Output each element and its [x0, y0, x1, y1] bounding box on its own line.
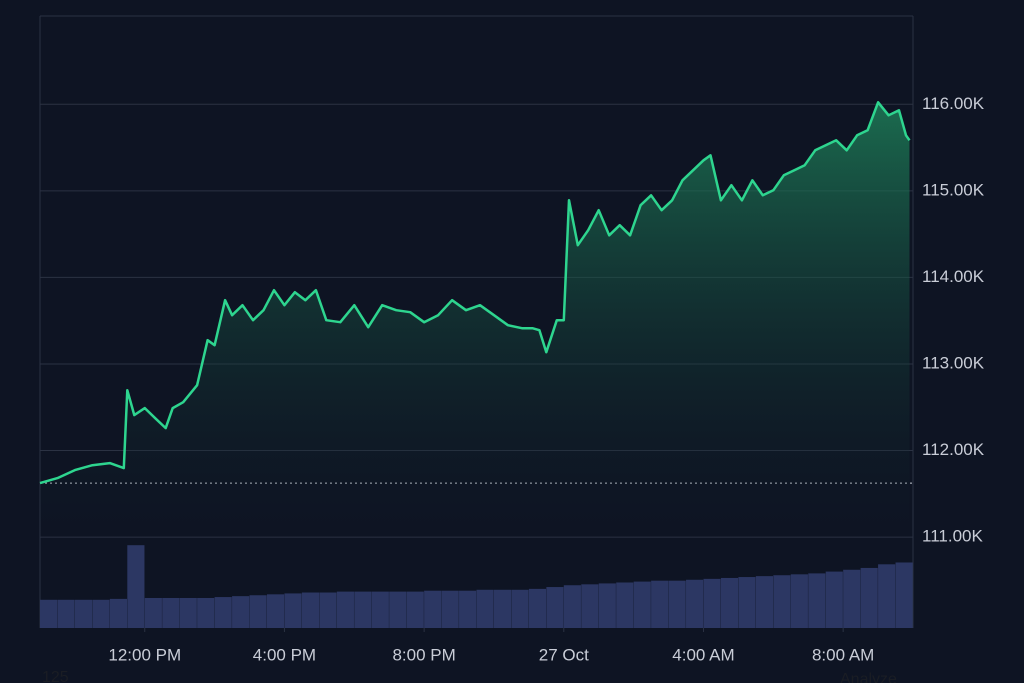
- x-tick-label: 4:00 AM: [672, 645, 734, 664]
- volume-bar: [581, 584, 599, 628]
- volume-bar: [860, 567, 878, 628]
- volume-bar: [511, 589, 529, 628]
- volume-bar: [197, 597, 215, 628]
- volume-bar: [57, 599, 75, 628]
- volume-bar: [232, 596, 250, 628]
- volume-bar: [389, 591, 407, 628]
- x-tick-label: 27 Oct: [539, 645, 589, 664]
- volume-bar: [686, 579, 704, 628]
- y-tick-label: 111.00K: [922, 527, 983, 546]
- footer-left: 125: [42, 669, 69, 683]
- volume-bar: [354, 591, 372, 628]
- x-tick-label: 4:00 PM: [253, 645, 316, 664]
- volume-bar: [301, 592, 320, 628]
- volume-bar: [703, 578, 721, 628]
- volume-bar: [92, 599, 110, 628]
- volume-bar: [214, 597, 232, 628]
- volume-bar: [546, 587, 564, 628]
- volume-bar: [668, 580, 686, 628]
- volume-bar: [616, 582, 634, 628]
- price-line: [39, 101, 911, 485]
- x-tick-label: 8:00 AM: [812, 645, 874, 664]
- volume-bar: [755, 576, 774, 628]
- area-fill: [40, 102, 910, 538]
- y-tick-label: 113.00K: [922, 353, 985, 372]
- x-tick-label: 8:00 PM: [392, 645, 455, 664]
- volume-bar: [336, 591, 354, 628]
- volume-bar: [790, 574, 808, 628]
- volume-bar: [162, 597, 180, 628]
- volume-bar: [406, 591, 424, 628]
- volume-bar: [459, 590, 477, 628]
- volume-bar: [371, 591, 389, 628]
- volume-bar: [319, 592, 337, 628]
- volume-bar: [109, 598, 127, 628]
- volume-bar: [441, 590, 459, 628]
- volume-bar: [598, 583, 616, 628]
- volume-bar: [563, 585, 581, 628]
- volume-bar: [493, 589, 512, 628]
- volume-bar: [40, 599, 58, 628]
- volume-bar: [476, 589, 494, 628]
- volume-bar: [528, 588, 547, 628]
- footer-right[interactable]: Analyze: [840, 671, 897, 683]
- volume-bar: [144, 597, 162, 628]
- volume-bar: [284, 593, 302, 628]
- volume-bar: [266, 594, 285, 628]
- y-tick-label: 116.00K: [922, 94, 985, 113]
- volume-bar: [773, 575, 791, 628]
- volume-bar: [424, 590, 442, 628]
- volume-bar: [843, 569, 861, 628]
- volume-bar: [738, 577, 756, 628]
- volume-bar: [249, 595, 267, 628]
- y-tick-label: 115.00K: [922, 180, 985, 199]
- volume-bar: [878, 564, 896, 628]
- volume-bar: [720, 577, 739, 628]
- volume-bar: [74, 599, 93, 628]
- volume-bar: [895, 562, 913, 628]
- y-tick-label: 114.00K: [922, 267, 985, 286]
- volume-bar: [825, 571, 843, 628]
- volume-bar: [633, 581, 651, 628]
- volume-bar: [808, 573, 826, 628]
- x-tick-label: 12:00 PM: [108, 645, 181, 664]
- volume-bar: [179, 597, 197, 628]
- volume-bar: [651, 580, 669, 628]
- y-tick-label: 112.00K: [922, 440, 985, 459]
- volume-bar: [127, 545, 145, 628]
